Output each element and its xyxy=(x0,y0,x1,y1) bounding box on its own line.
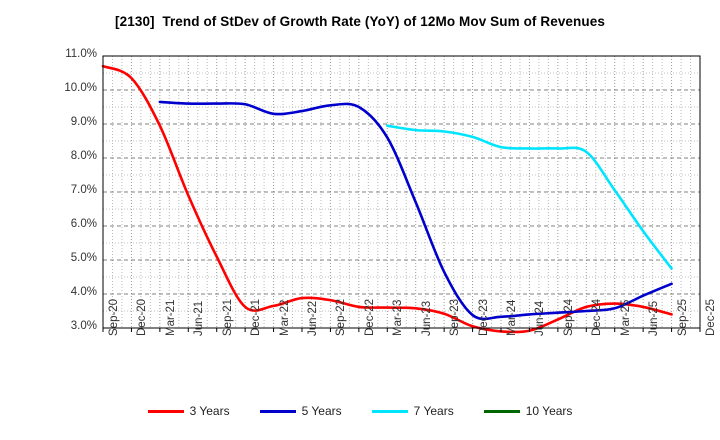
x-tick-label: Mar-22 xyxy=(278,299,291,336)
y-tick-label: 8.0% xyxy=(70,150,97,162)
legend-item[interactable]: 3 Years xyxy=(147,404,230,418)
x-tick-label: Mar-21 xyxy=(164,299,177,336)
x-tick-label: Sep-22 xyxy=(335,298,348,336)
y-tick-label: 5.0% xyxy=(70,252,97,264)
series-line-7-years xyxy=(385,124,673,270)
x-tick-label: Mar-24 xyxy=(506,299,518,336)
chart-legend: 3 Years 5 Years 7 Years 10 Years xyxy=(0,404,720,418)
series-line-5-years xyxy=(158,100,673,321)
y-tick-label: 7.0% xyxy=(70,184,97,196)
legend-item[interactable]: 5 Years xyxy=(259,404,342,418)
legend-item[interactable]: 7 Years xyxy=(371,404,454,418)
y-tick-label: 9.0% xyxy=(70,116,97,128)
x-tick-label: Jun-24 xyxy=(534,300,547,336)
y-tick-label: 10.0% xyxy=(64,82,97,94)
x-tick-label: Jun-22 xyxy=(307,300,319,336)
legend-color-swatch xyxy=(371,409,408,413)
x-tick-label: Dec-25 xyxy=(705,298,717,336)
legend-label: 10 Years xyxy=(525,404,573,418)
x-tick-label: Jun-23 xyxy=(420,300,433,336)
legend-label: 5 Years xyxy=(301,404,342,418)
legend-color-swatch xyxy=(483,409,520,413)
x-tick-label: Mar-25 xyxy=(619,299,632,336)
legend-item[interactable]: 10 Years xyxy=(483,404,573,418)
x-tick-label: Mar-23 xyxy=(392,299,405,336)
x-tick-label: Dec-21 xyxy=(250,298,263,336)
x-tick-label: Jun-25 xyxy=(648,300,661,336)
y-tick-label: 11.0% xyxy=(65,48,97,60)
x-tick-label: Dec-22 xyxy=(363,298,376,336)
plot-frame xyxy=(102,55,701,329)
x-tick-label: Sep-25 xyxy=(676,298,689,336)
legend-color-swatch xyxy=(147,409,184,413)
x-tick-label: Dec-23 xyxy=(477,298,490,336)
x-tick-label: Jun-21 xyxy=(193,300,206,336)
minor-horizontal-gridlines xyxy=(103,72,700,312)
x-tick-label: Dec-24 xyxy=(591,298,604,336)
y-tick-label: 3.0% xyxy=(70,320,97,332)
x-tick-label: Sep-21 xyxy=(221,298,234,336)
x-tick-label: Sep-24 xyxy=(562,298,575,336)
legend-label: 7 Years xyxy=(413,404,454,418)
y-tick-label: 6.0% xyxy=(70,218,97,230)
x-tick-label: Sep-20 xyxy=(108,298,120,336)
x-tick-label: Sep-23 xyxy=(449,298,462,336)
series-line-3-years xyxy=(101,64,673,334)
legend-color-swatch xyxy=(259,409,296,413)
x-tick-label: Dec-20 xyxy=(136,298,149,336)
series-lines xyxy=(101,64,673,334)
x-tick-marks xyxy=(102,328,701,332)
y-tick-label: 4.0% xyxy=(70,286,97,298)
legend-label: 3 Years xyxy=(189,404,230,418)
chart-title: [2130] Trend of StDev of Growth Rate (Yo… xyxy=(115,14,605,29)
